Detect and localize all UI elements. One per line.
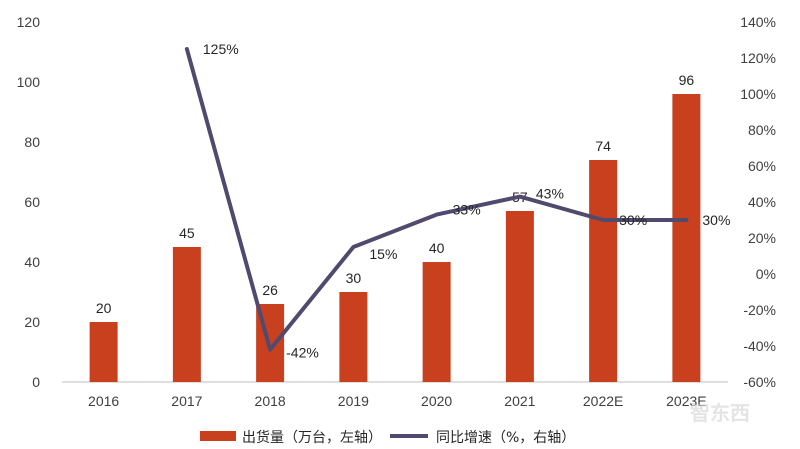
bar (589, 160, 618, 382)
bar-value-label: 96 (679, 72, 695, 88)
bar (422, 262, 451, 382)
left-axis-tick-label: 120 (17, 14, 41, 30)
legend: 出货量（万台，左轴） 同比增速（%，右轴） (200, 429, 575, 446)
right-axis-tick-label: 20% (748, 230, 776, 246)
legend-bar-label: 出货量（万台，左轴） (242, 429, 382, 446)
x-axis-tick-label: 2020 (421, 393, 452, 409)
growth-line (184, 47, 689, 352)
bar (672, 94, 701, 382)
line-value-label: 15% (369, 246, 397, 262)
line-series (184, 47, 689, 352)
watermark-logo: 智东西 (690, 401, 750, 425)
line-value-label: 33% (453, 202, 481, 218)
legend-line-label: 同比增速（%，右轴） (436, 430, 575, 446)
bar-value-label: 74 (595, 138, 611, 154)
right-axis-tick-label: 140% (740, 14, 776, 30)
legend-bar-swatch (200, 431, 236, 441)
bar (172, 247, 201, 382)
x-axis-tick-label: 2018 (255, 393, 286, 409)
x-axis-tick-label: 2019 (338, 393, 369, 409)
right-axis-tick-label: 100% (740, 86, 776, 102)
right-axis-tick-label: 0% (756, 266, 776, 282)
right-axis-tick-label: 80% (748, 122, 776, 138)
line-value-label: 125% (203, 41, 239, 57)
x-axis-tick-label: 2021 (504, 393, 535, 409)
x-axis-tick-label: 2022E (583, 393, 623, 409)
left-axis-ticks: 0 20 40 60 80 100 120 (17, 14, 41, 390)
left-axis-tick-label: 20 (24, 314, 40, 330)
right-axis-tick-label: -40% (743, 338, 776, 354)
right-axis-tick-label: 120% (740, 50, 776, 66)
right-axis-tick-label: -20% (743, 302, 776, 318)
line-value-label: 43% (536, 186, 564, 202)
bar-value-label: 45 (179, 225, 195, 241)
bar-value-label: 20 (96, 300, 112, 316)
left-axis-tick-label: 100 (17, 74, 41, 90)
bar-value-label: 40 (429, 240, 445, 256)
bar-series (89, 94, 701, 382)
left-axis-tick-label: 60 (24, 194, 40, 210)
right-axis-ticks: -60% -40% -20% 0% 20% 40% 60% 80% 100% 120% 140% (740, 14, 776, 390)
line-value-label: 30% (619, 212, 647, 228)
x-axis-tick-label: 2017 (171, 393, 202, 409)
left-axis-tick-label: 0 (32, 374, 40, 390)
bar (505, 211, 534, 382)
left-axis-tick-label: 40 (24, 254, 40, 270)
line-value-labels: 125% -42% 15% 33% 43% 30% 30% (203, 41, 731, 361)
line-value-label: -42% (286, 345, 319, 361)
x-axis-tick-label: 2023E (666, 393, 706, 409)
bar (89, 322, 118, 382)
line-value-label: 30% (702, 212, 730, 228)
left-axis-tick-label: 80 (24, 134, 40, 150)
bar-value-label: 30 (346, 270, 362, 286)
x-axis-tick-label: 2016 (88, 393, 119, 409)
x-axis-tick-labels: 2016 2017 2018 2019 2020 2021 2022E 2023E (88, 393, 707, 409)
right-axis-tick-label: 60% (748, 158, 776, 174)
bar (339, 292, 368, 382)
bar-value-label: 26 (262, 282, 278, 298)
right-axis-tick-label: 40% (748, 194, 776, 210)
right-axis-tick-label: -60% (743, 374, 776, 390)
